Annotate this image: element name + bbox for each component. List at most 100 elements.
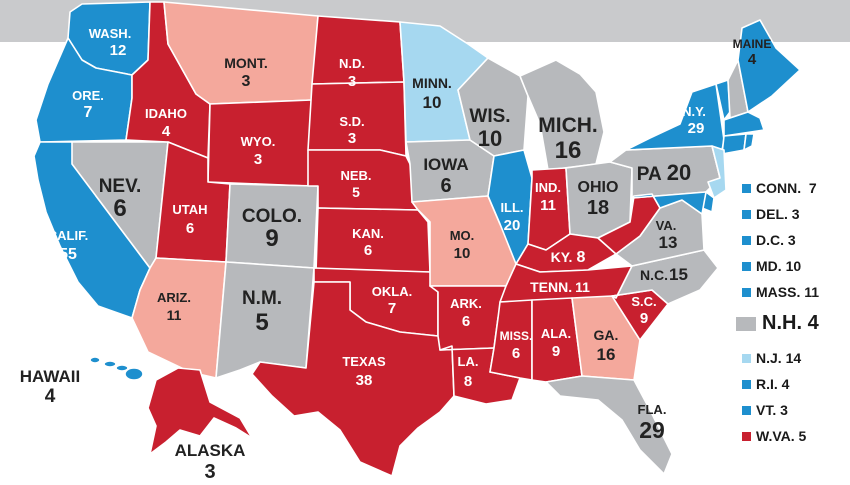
label-pa-votes: 20: [667, 160, 691, 185]
label-ca-name: CALIF.: [48, 228, 88, 243]
label-va-name: VA.: [656, 218, 677, 233]
label-oh-votes: 18: [587, 197, 609, 219]
state-mi: [519, 59, 605, 171]
label-mn-name: MINN.: [412, 75, 452, 91]
legend-votes: 3: [780, 402, 788, 418]
svg-text:ILL.20: ILL. 20: [500, 200, 523, 234]
svg-text:KAN.6: KAN. 6: [352, 226, 384, 259]
svg-text:S.D.3: S.D. 3: [339, 114, 364, 147]
svg-text:ALA.9: ALA. 9: [541, 326, 571, 360]
legend-item-conn: CONN. 7: [742, 180, 817, 196]
legend-item-wva: W.VA. 5: [742, 428, 806, 444]
label-mt-votes: 3: [242, 73, 251, 90]
svg-text:IND.11: IND. 11: [535, 180, 561, 214]
legend-name: W.VA.: [756, 428, 795, 444]
legend-swatch: [742, 235, 751, 245]
svg-text:ARIZ.11: ARIZ. 11: [157, 290, 191, 323]
state-ks: [315, 207, 431, 273]
legend-item-ri: R.I. 4: [742, 376, 789, 392]
svg-text:WIS.10: WIS. 10: [469, 106, 510, 151]
label-hi-votes: 4: [45, 386, 56, 407]
label-sd-name: S.D.: [339, 114, 364, 129]
label-nm-name: N.M.: [242, 288, 282, 309]
svg-text:VA.13: VA. 13: [656, 218, 678, 252]
state-ma: [723, 111, 765, 137]
label-tx-votes: 38: [356, 372, 373, 389]
label-sd-votes: 3: [348, 130, 356, 147]
legend-swatch: [742, 287, 751, 297]
svg-text:ORE.7: ORE. 7: [72, 88, 104, 121]
label-mo-name: MO.: [450, 228, 475, 243]
legend-votes: 3: [791, 206, 800, 222]
label-wa-votes: 12: [110, 42, 127, 59]
label-oh-name: OHIO: [578, 179, 619, 196]
label-ga-votes: 16: [597, 345, 616, 364]
label-mi-votes: 16: [555, 137, 582, 164]
label-ok-name: OKLA.: [372, 284, 412, 299]
label-ne-name: NEB.: [340, 168, 371, 183]
label-ne-votes: 5: [352, 184, 360, 200]
svg-text:MICH.16: MICH. 16: [538, 114, 598, 164]
state-ct: [721, 133, 747, 155]
state-me: [737, 19, 801, 113]
state-hi-islands: [89, 356, 144, 381]
label-ny-name: N.Y.: [682, 104, 706, 119]
label-nm-votes: 5: [255, 309, 268, 336]
legend-name: N.J.: [756, 350, 782, 366]
legend-swatch: [736, 316, 756, 331]
legend-name: VT.: [756, 402, 777, 418]
svg-text:COLO.9: COLO. 9: [242, 206, 302, 252]
svg-text:FLA.29: FLA. 29: [638, 402, 667, 443]
label-or-votes: 7: [84, 104, 93, 121]
label-mo-votes: 10: [454, 245, 471, 262]
label-ks-votes: 6: [364, 242, 372, 259]
label-il-votes: 20: [504, 217, 521, 234]
label-ut-name: UTAH: [172, 202, 207, 217]
label-az-votes: 11: [167, 307, 182, 323]
legend-swatch: [742, 379, 751, 389]
svg-text:NEV.6: NEV. 6: [99, 176, 142, 222]
svg-text:KY.8: KY. 8: [551, 249, 586, 266]
svg-text:NEB.5: NEB. 5: [340, 168, 371, 200]
legend-item-del: DEL. 3: [742, 206, 800, 222]
legend-name: CONN.: [756, 180, 802, 196]
legend-swatch: [742, 183, 751, 193]
label-id-name: IDAHO: [145, 106, 187, 121]
label-co-name: COLO.: [242, 206, 302, 227]
label-ms-name: MISS.: [500, 329, 533, 343]
label-az-name: ARIZ.: [157, 290, 191, 305]
label-ak-votes: 3: [204, 461, 215, 483]
label-ky-name: KY.: [551, 249, 573, 265]
svg-text:MISS.6: MISS. 6: [500, 329, 533, 362]
label-co-votes: 9: [265, 225, 278, 252]
label-la-votes: 8: [464, 373, 472, 390]
legend-swatch: [742, 405, 751, 415]
legend-name: N.H.: [762, 312, 802, 334]
label-hi-name: HAWAII: [20, 367, 80, 386]
state-fl: [545, 375, 673, 475]
svg-text:OKLA.7: OKLA. 7: [372, 284, 412, 317]
label-fl-name: FLA.: [638, 402, 667, 417]
svg-text:MONT.3: MONT. 3: [224, 55, 268, 90]
legend-name: D.C.: [756, 232, 784, 248]
svg-text:N.C.15: N.C.15: [640, 265, 688, 284]
legend-swatch: [742, 209, 751, 219]
label-ia-votes: 6: [440, 175, 451, 197]
label-nd-name: N.D.: [339, 56, 365, 71]
legend-item-mass: MASS. 11: [742, 284, 819, 300]
label-me-name: MAINE: [733, 37, 772, 51]
label-wi-name: WIS.: [469, 106, 510, 127]
label-la-name: LA.: [458, 354, 479, 369]
label-ny-votes: 29: [688, 120, 705, 137]
legend-item-md: MD. 10: [742, 258, 801, 274]
state-md: [631, 191, 707, 215]
label-me-votes: 4: [748, 51, 757, 68]
legend-votes: 4: [807, 312, 819, 334]
state-ak: [147, 367, 253, 455]
svg-text:ARK.6: ARK. 6: [450, 296, 482, 330]
label-wi-votes: 10: [478, 126, 502, 151]
